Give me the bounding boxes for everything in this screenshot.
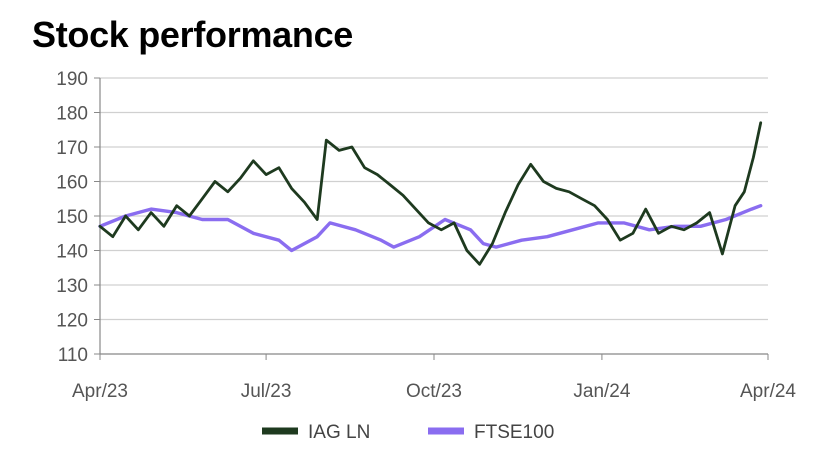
y-tick-label: 110 [58, 345, 88, 366]
legend: IAG LN FTSE100 [262, 422, 554, 443]
chart-title: Stock performance [32, 14, 354, 55]
series-lines [98, 121, 763, 266]
x-tick-label: Jan/24 [573, 381, 630, 402]
y-tick-label: 190 [56, 69, 88, 90]
gridlines [100, 77, 768, 321]
y-tick-label: 180 [56, 104, 88, 125]
x-tick-label: Oct/23 [406, 381, 462, 402]
y-tick-label: 160 [56, 173, 88, 194]
series-line-ftse100 [98, 203, 763, 253]
x-tick-label: Apr/24 [740, 381, 796, 402]
x-tick-label: Apr/23 [72, 381, 128, 402]
legend-label: IAG LN [308, 422, 370, 443]
x-tick-label: Jul/23 [241, 381, 292, 402]
y-tick-label: 170 [56, 138, 88, 159]
y-axis-labels: 110 120 130 140 150 160 170 180 190 [56, 69, 88, 366]
x-axis-labels: Apr/23 Jul/23 Oct/23 Jan/24 Apr/24 [72, 381, 796, 402]
series-line-iag-ln [98, 121, 763, 266]
legend-label: FTSE100 [474, 422, 554, 443]
axes [94, 77, 769, 360]
y-tick-label: 150 [56, 207, 88, 228]
y-tick-label: 140 [56, 242, 88, 263]
y-tick-label: 120 [56, 311, 88, 332]
y-tick-label: 130 [56, 276, 88, 297]
